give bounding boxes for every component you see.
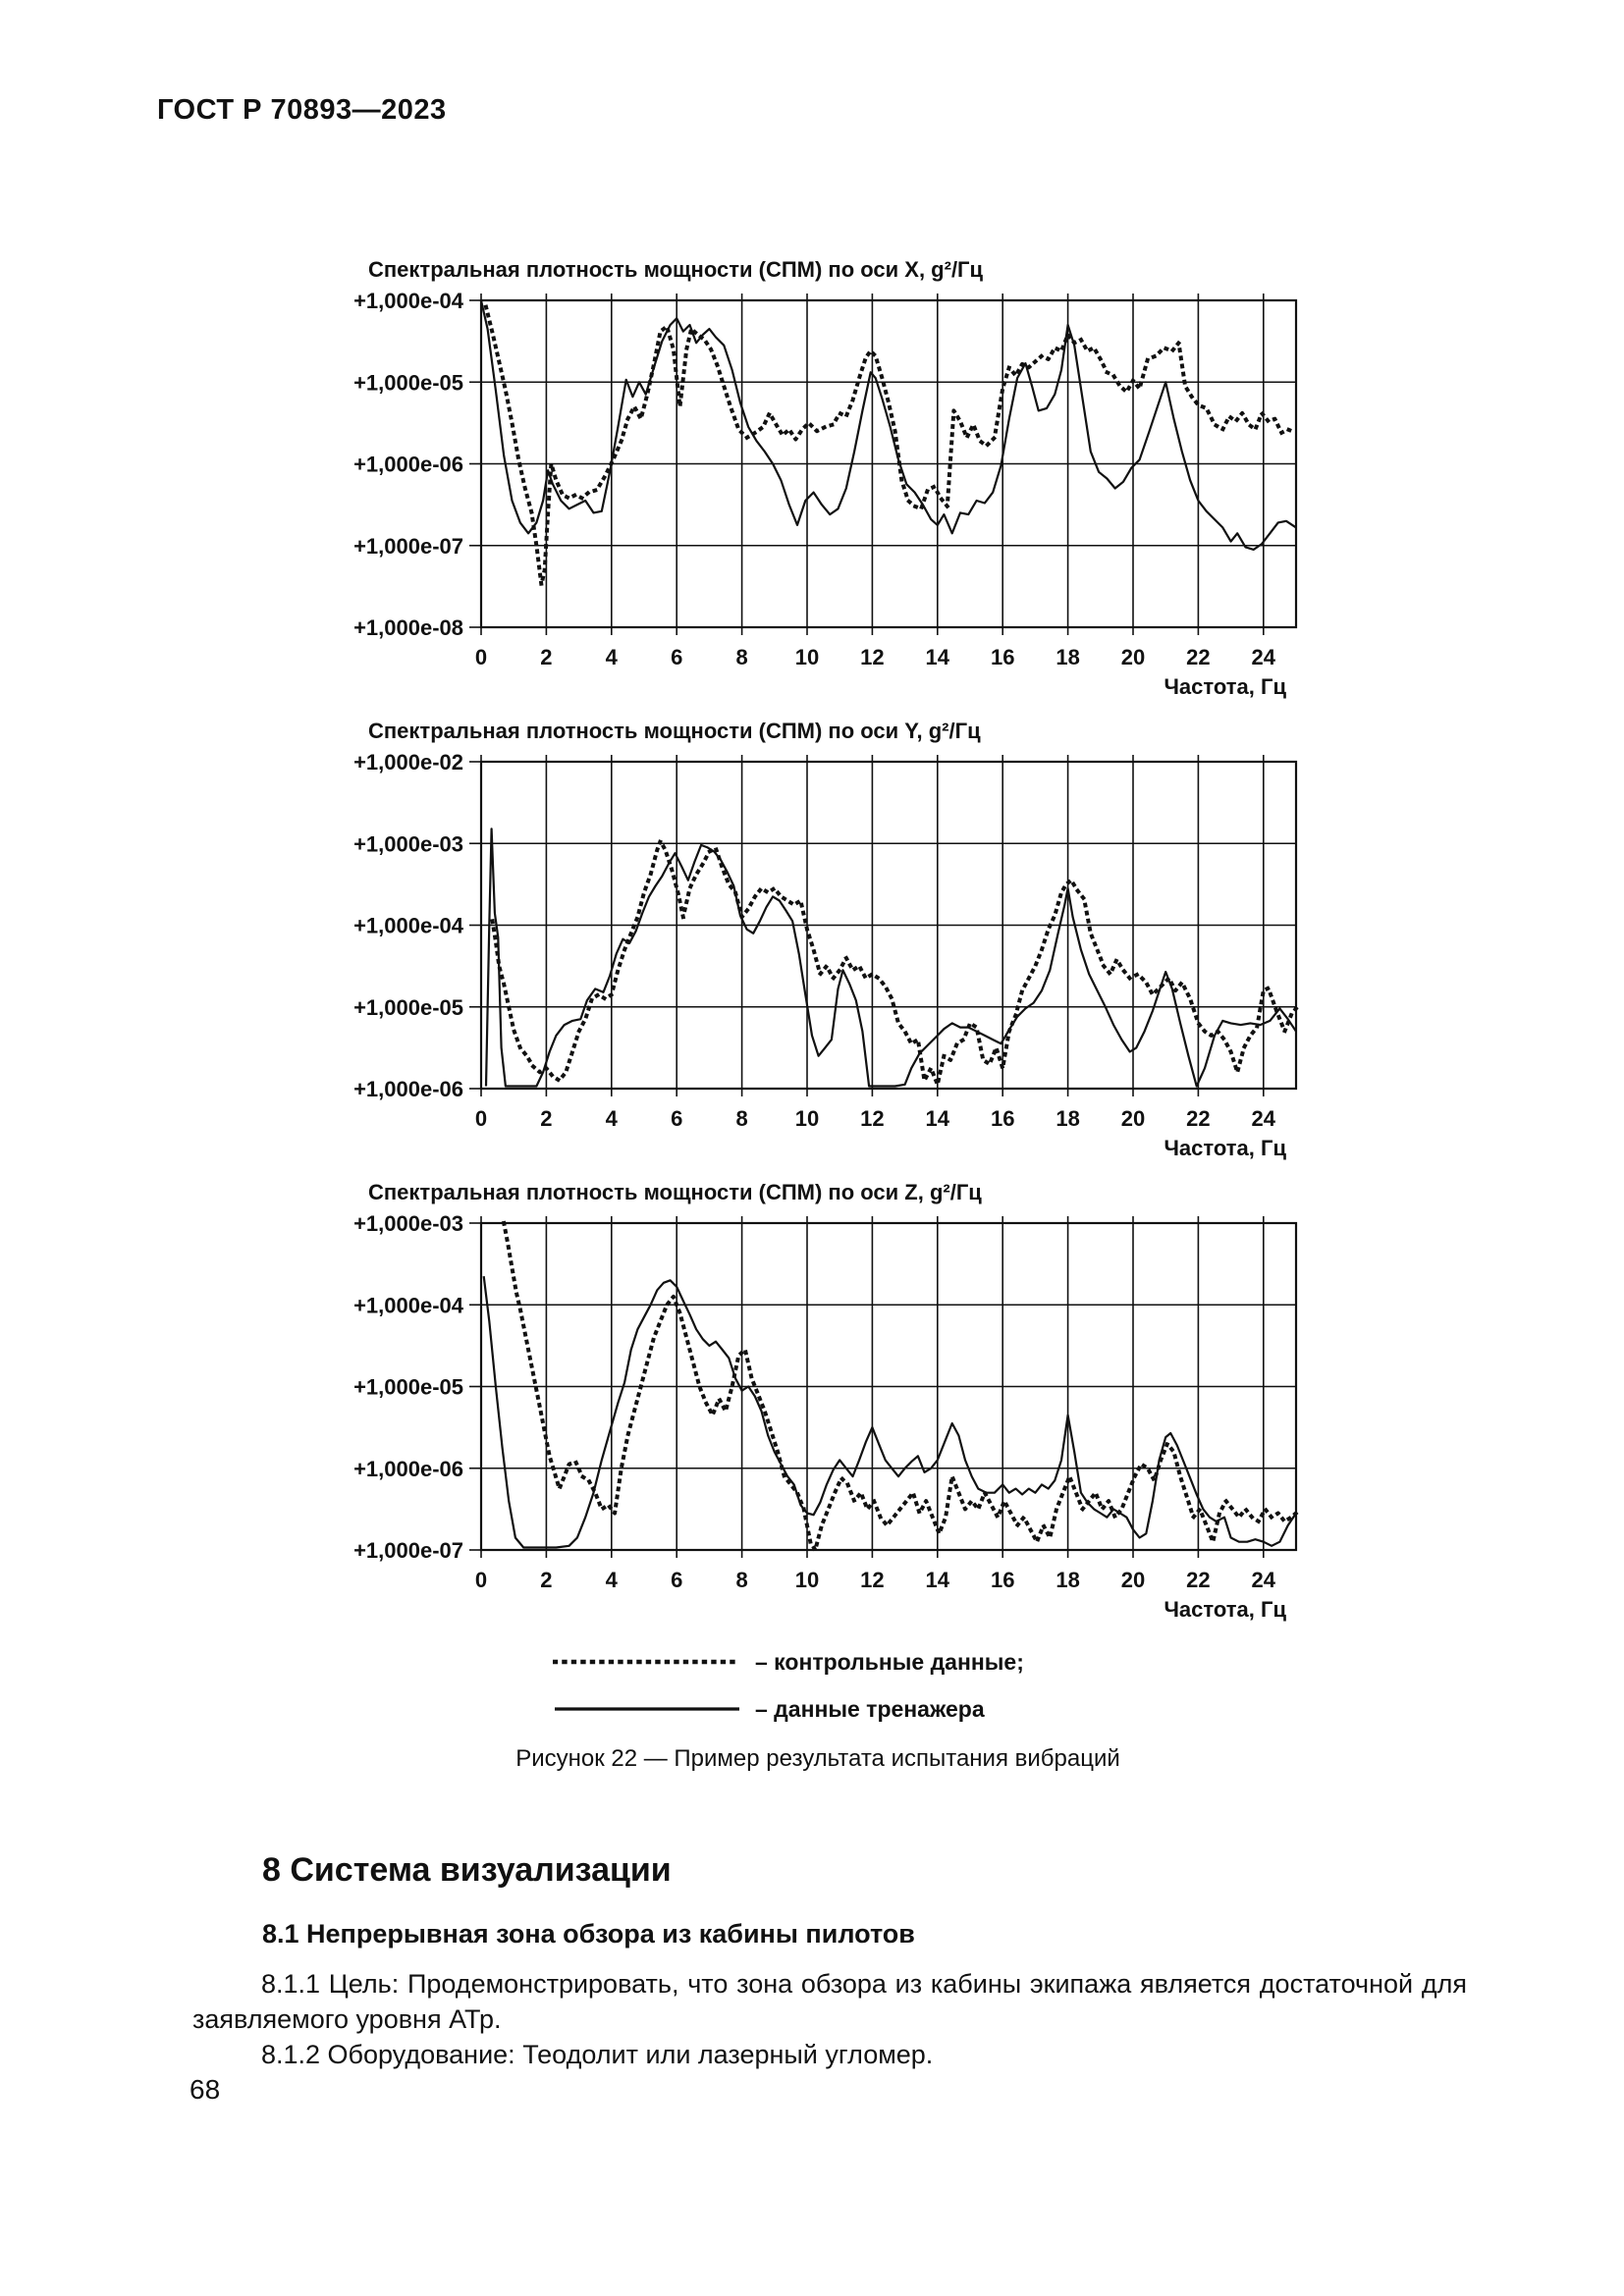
x-tick-label: 16 [991,1106,1014,1131]
chart-legend: – контрольные данные; – данные тренажера [553,1638,1024,1733]
charts-area: Спектральная плотность мощности (СПМ) по… [312,247,1353,1631]
series-control-data [501,1220,1299,1552]
x-tick-label: 6 [671,1568,682,1592]
x-tick-label: 12 [860,1568,884,1592]
x-tick-label: 20 [1121,645,1145,669]
y-tick-label: +1,000e-05 [353,995,463,1020]
y-tick-label: +1,000e-07 [353,534,463,559]
legend-row-simulator-data: – данные тренажера [553,1685,1024,1733]
series-simulator-data [479,299,1297,551]
x-tick-label: 20 [1121,1106,1145,1131]
y-tick-label: +1,000e-06 [353,1457,463,1481]
x-tick-label: 14 [926,645,950,669]
x-tick-label: 14 [926,1106,950,1131]
paragraph-8-1-2: 8.1.2 Оборудование: Теодолит или лазерны… [261,2040,934,2069]
x-tick-label: 24 [1252,1568,1276,1592]
x-tick-label: 22 [1186,1106,1210,1131]
x-axis-title: Частота, Гц [1164,674,1286,699]
x-tick-label: 6 [671,1106,682,1131]
x-tick-label: 6 [671,645,682,669]
x-tick-label: 24 [1252,645,1276,669]
series-control-data [483,304,1299,587]
chart-canvas: Спектральная плотность мощности (СПМ) по… [353,257,1299,699]
chart-canvas: Спектральная плотность мощности (СПМ) по… [353,719,1299,1160]
x-tick-label: 18 [1056,645,1079,669]
x-tick-label: 16 [991,1568,1014,1592]
x-tick-label: 22 [1186,1568,1210,1592]
y-tick-label: +1,000e-07 [353,1538,463,1563]
figure-caption: Рисунок 22 — Пример результата испытания… [515,1745,1120,1772]
x-axis-title: Частота, Гц [1164,1136,1286,1160]
y-tick-label: +1,000e-04 [353,1293,464,1317]
x-tick-label: 12 [860,1106,884,1131]
x-tick-label: 22 [1186,645,1210,669]
x-tick-label: 10 [795,1568,819,1592]
y-tick-label: +1,000e-06 [353,1077,463,1101]
x-tick-label: 10 [795,1106,819,1131]
y-tick-label: +1,000e-08 [353,615,463,640]
x-tick-label: 18 [1056,1568,1079,1592]
x-tick-label: 10 [795,645,819,669]
series-simulator-data [484,828,1297,1088]
paragraph-8-1-1: 8.1.1 Цель: Продемонстрировать, что зона… [192,1969,1467,2034]
subsection-heading: 8.1 Непрерывная зона обзора из кабины пи… [262,1919,915,1949]
series-control-data [490,838,1299,1087]
x-tick-label: 4 [606,1106,619,1131]
y-tick-label: +1,000e-05 [353,370,463,395]
x-tick-label: 2 [540,1568,552,1592]
chart-title: Спектральная плотность мощности (СПМ) по… [368,1180,982,1204]
page-number: 68 [189,2074,221,2105]
x-tick-label: 18 [1056,1106,1079,1131]
x-tick-label: 0 [475,645,487,669]
x-tick-label: 0 [475,1106,487,1131]
x-tick-label: 24 [1252,1106,1276,1131]
y-tick-label: +1,000e-06 [353,453,463,477]
document-header: ГОСТ Р 70893—2023 [157,94,447,126]
chart-psd-y: Спектральная плотность мощности (СПМ) по… [312,709,1353,1170]
x-axis-title: Частота, Гц [1164,1597,1286,1622]
x-tick-label: 0 [475,1568,487,1592]
y-tick-label: +1,000e-02 [353,750,463,774]
x-tick-label: 2 [540,645,552,669]
series-simulator-data [482,1275,1297,1549]
x-tick-label: 12 [860,645,884,669]
chart-canvas: Спектральная плотность мощности (СПМ) по… [353,1180,1299,1622]
x-tick-label: 4 [606,645,619,669]
x-tick-label: 8 [735,1568,747,1592]
x-tick-label: 4 [606,1568,619,1592]
x-tick-label: 8 [735,1106,747,1131]
x-tick-label: 2 [540,1106,552,1131]
x-tick-label: 16 [991,645,1014,669]
section-heading: 8 Система визуализации [262,1851,672,1889]
chart-title: Спектральная плотность мощности (СПМ) по… [368,719,981,743]
x-tick-label: 8 [735,645,747,669]
chart-psd-x: Спектральная плотность мощности (СПМ) по… [312,247,1353,709]
y-tick-label: +1,000e-05 [353,1375,463,1400]
dotted-line-sample-icon [553,1659,741,1665]
x-tick-label: 14 [926,1568,950,1592]
chart-psd-z: Спектральная плотность мощности (СПМ) по… [312,1170,1353,1631]
y-tick-label: +1,000e-03 [353,831,463,856]
y-tick-label: +1,000e-04 [353,289,464,313]
chart-title: Спектральная плотность мощности (СПМ) по… [368,257,984,282]
legend-row-control-data: – контрольные данные; [553,1638,1024,1685]
x-tick-label: 20 [1121,1568,1145,1592]
y-tick-label: +1,000e-04 [353,914,464,938]
solid-line-sample-icon [555,1707,739,1711]
legend-label-simulator-data: – данные тренажера [755,1695,985,1722]
legend-label-control-data: – контрольные данные; [755,1648,1024,1675]
y-tick-label: +1,000e-03 [353,1211,463,1236]
